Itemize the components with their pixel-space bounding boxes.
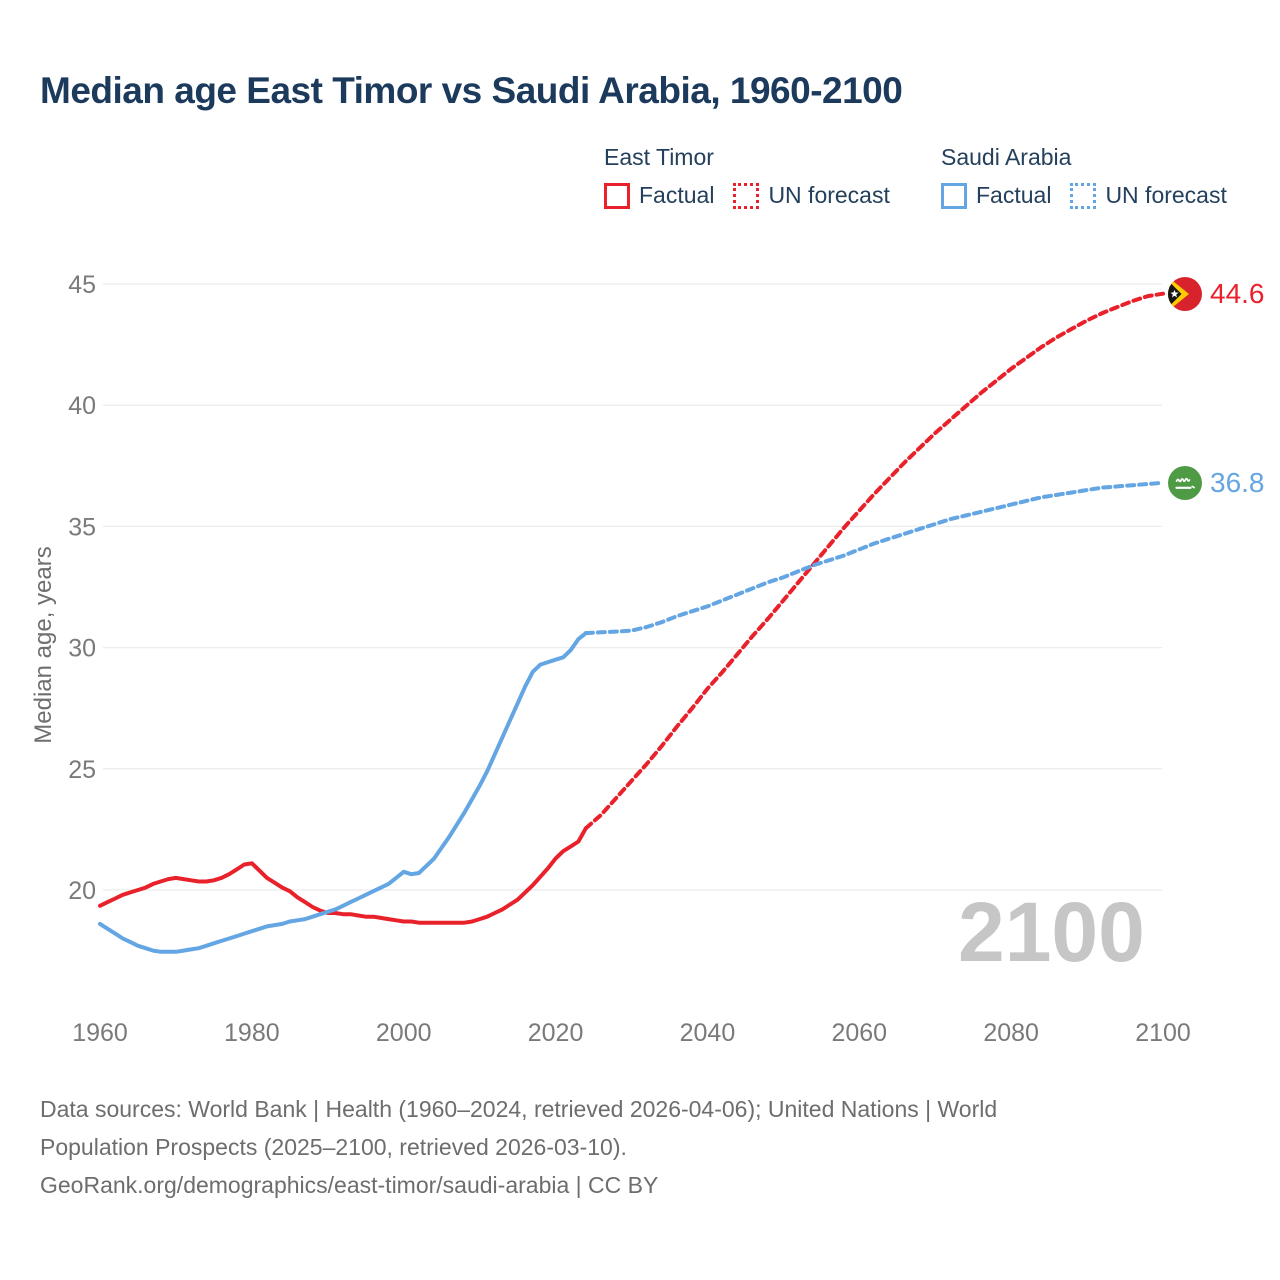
watermark-year: 2100 — [958, 885, 1145, 979]
footer-line-url: GeoRank.org/demographics/east-timor/saud… — [40, 1172, 659, 1198]
legend-label: UN forecast — [768, 182, 890, 208]
chart-plot-area: 20 25 30 35 40 45 1960 1980 2000 2020 2040 2060 2080… — [68, 271, 1191, 1047]
end-label-saudi-arabia: 36.8 — [1168, 465, 1265, 500]
y-tick-label-20: 20 — [68, 877, 96, 905]
x-tick-label-2040: 2040 — [680, 1019, 736, 1047]
footer-line-sources-2: Population Prospects (2025–2100, retriev… — [40, 1134, 627, 1160]
footer-attribution: Data sources: World Bank | Health (1960–… — [40, 1090, 1220, 1204]
x-tick-label-2080: 2080 — [983, 1019, 1039, 1047]
y-axis-title: Median age, years — [30, 546, 57, 744]
legend-label: Factual — [976, 182, 1052, 208]
east-timor-flag-icon — [1168, 276, 1202, 311]
x-tick-label-2020: 2020 — [528, 1019, 584, 1047]
end-value-saudi-arabia: 36.8 — [1210, 466, 1265, 498]
east-timor-forecast-swatch-icon — [733, 182, 760, 209]
saudi-arabia-forecast-swatch-icon — [1070, 182, 1097, 209]
legend-row: Factual UN forecast — [604, 182, 909, 209]
footer-line-sources: Data sources: World Bank | Health (1960–… — [40, 1096, 998, 1122]
x-tick-label-2000: 2000 — [376, 1019, 432, 1047]
end-label-east-timor: 44.6 — [1168, 276, 1265, 311]
legend-label: UN forecast — [1105, 182, 1227, 208]
legend-label: Factual — [639, 182, 715, 208]
saudi-arabia-factual-line — [98, 631, 588, 954]
page-title: Median age East Timor vs Saudi Arabia, 1… — [40, 70, 903, 111]
saudi-arabia-flag-icon — [1168, 465, 1202, 500]
y-tick-label-30: 30 — [68, 635, 96, 663]
legend-row: Factual UN forecast — [941, 182, 1246, 209]
x-tick-label-2060: 2060 — [831, 1019, 887, 1047]
y-tick-label-40: 40 — [68, 392, 96, 420]
y-tick-label-35: 35 — [68, 513, 96, 541]
east-timor-factual-line — [98, 826, 588, 925]
saudi-arabia-forecast-line — [583, 480, 1165, 636]
y-tick-label-25: 25 — [68, 756, 96, 784]
x-tick-label-2100: 2100 — [1135, 1019, 1191, 1047]
y-tick-label-45: 45 — [68, 271, 96, 299]
x-tick-label-1980: 1980 — [224, 1019, 280, 1047]
east-timor-forecast-line — [583, 291, 1165, 831]
east-timor-factual-swatch-icon — [604, 182, 630, 209]
saudi-arabia-factual-swatch-icon — [941, 182, 967, 209]
x-tick-label-1960: 1960 — [72, 1019, 128, 1047]
legend-group-title: Saudi Arabia — [941, 144, 1072, 170]
legend-group-title: East Timor — [604, 144, 714, 170]
legend-group-east-timor: East Timor Factual UN forecast — [604, 144, 909, 209]
end-value-east-timor: 44.6 — [1210, 277, 1265, 309]
legend-group-saudi-arabia: Saudi Arabia Factual UN forecast — [941, 144, 1246, 209]
